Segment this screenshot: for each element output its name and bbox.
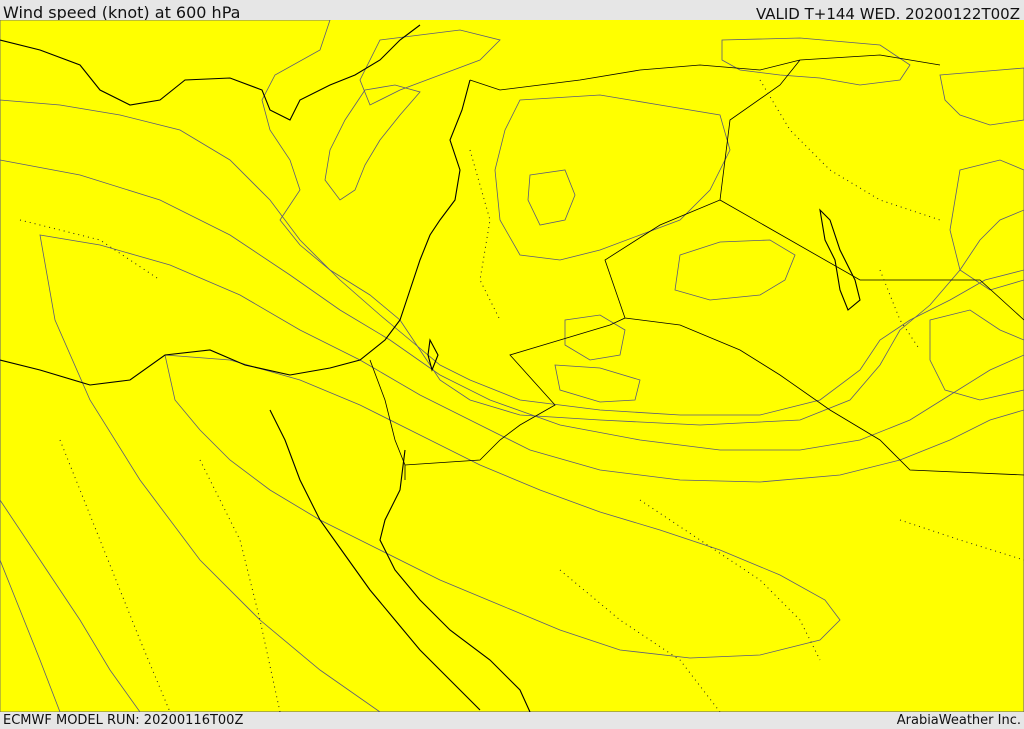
country-borders (369, 54, 1024, 480)
band-yellow-background (0, 20, 1024, 712)
band-amber-patch-east (929, 309, 1024, 401)
coastline-caspian (819, 208, 861, 311)
admin-lines (19, 79, 1024, 712)
band-gold-patch-far-east (949, 159, 1024, 291)
map-title: Wind speed (knot) at 600 hPa (3, 3, 241, 22)
band-light-patch-north (359, 29, 501, 106)
wind-speed-map (0, 20, 1024, 712)
coastline-dead-sea (427, 338, 439, 372)
footer-bar: ECMWF MODEL RUN: 20200116T00Z ArabiaWeat… (0, 712, 1024, 729)
band-white-patch (324, 84, 421, 201)
map-canvas (0, 20, 1024, 712)
coastline-red-sea-east (379, 449, 531, 712)
valid-time: VALID T+144 WED. 20200122T00Z (755, 5, 1020, 23)
band-amber-pocket-2 (554, 364, 641, 403)
coastline-north (0, 24, 421, 121)
model-run: ECMWF MODEL RUN: 20200116T00Z (3, 713, 244, 728)
band-light-patch-ne (721, 37, 911, 86)
band-dark-orange (39, 234, 1024, 712)
band-gold-patch-east (494, 94, 731, 261)
band-yellow-pocket (527, 169, 576, 226)
band-red-orange (164, 354, 841, 659)
credit: ArabiaWeather Inc. (896, 713, 1021, 728)
band-amber (0, 99, 1024, 712)
coastline-mediterranean (0, 79, 471, 386)
band-amber-pocket (564, 314, 626, 361)
header-bar: Wind speed (knot) at 600 hPa VALID T+144… (0, 0, 1024, 23)
band-gold-west (0, 20, 1024, 712)
band-light-patch-center (674, 239, 796, 301)
band-light-patch-east (939, 67, 1024, 126)
coastline-gulf-of-suez (269, 409, 481, 711)
band-orange (0, 159, 1024, 712)
